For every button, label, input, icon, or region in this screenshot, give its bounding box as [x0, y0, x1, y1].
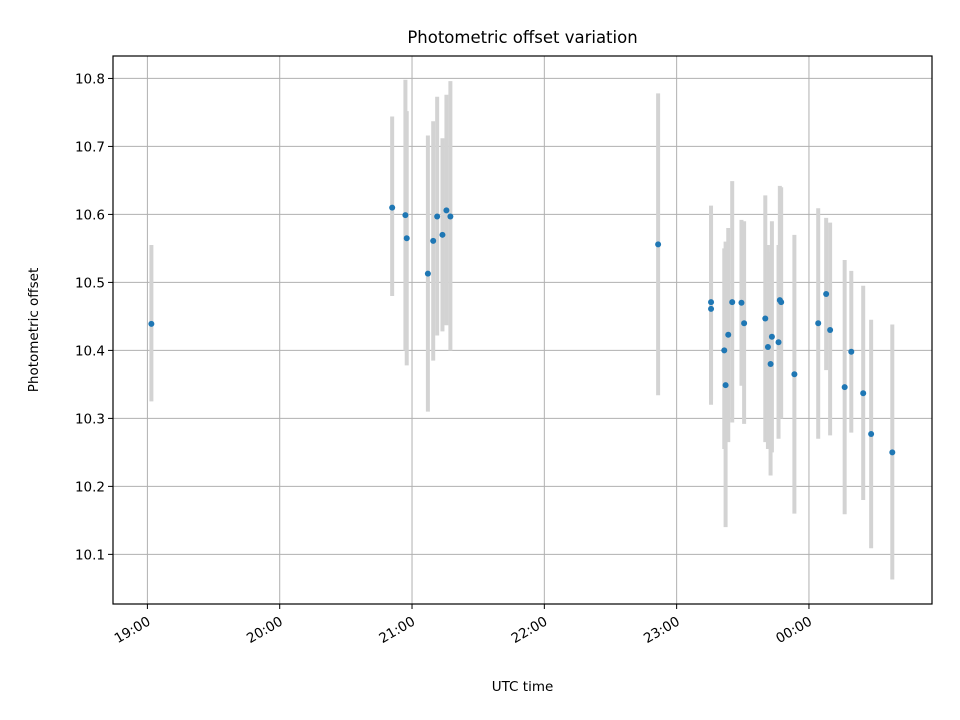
- data-point: [889, 449, 896, 456]
- y-tick-label: 10.8: [75, 71, 105, 87]
- data-point: [768, 333, 775, 340]
- data-point: [655, 241, 662, 248]
- data-point: [722, 382, 729, 389]
- data-point: [778, 299, 785, 306]
- y-axis-ticks: 10.1 10.2 10.3 10.4 10.5 10.6 10.7 10.8: [75, 71, 113, 563]
- data-point: [434, 213, 441, 220]
- data-point: [823, 290, 830, 297]
- data-point: [767, 360, 774, 367]
- data-point: [725, 331, 732, 338]
- data-point: [439, 231, 446, 238]
- data-point: [827, 327, 834, 333]
- data-point: [815, 320, 822, 327]
- data-point: [708, 299, 715, 306]
- data-point: [868, 431, 875, 438]
- data-point: [764, 343, 771, 350]
- y-tick-label: 10.5: [75, 275, 105, 291]
- data-point: [741, 320, 748, 327]
- data-point: [721, 347, 728, 354]
- data-point: [738, 299, 745, 306]
- data-point: [430, 237, 437, 244]
- y-tick-label: 10.7: [75, 139, 105, 155]
- y-axis-label: Photometric offset: [26, 268, 42, 392]
- chart-title: Photometric offset variation: [407, 28, 637, 47]
- data-point: [841, 384, 848, 391]
- data-point: [791, 371, 798, 378]
- data-point: [424, 270, 431, 277]
- data-point: [729, 299, 736, 306]
- data-point: [860, 390, 867, 397]
- y-tick-label: 10.4: [75, 343, 105, 359]
- y-tick-label: 10.6: [75, 207, 105, 223]
- data-point: [775, 339, 782, 346]
- y-tick-label: 10.1: [75, 547, 105, 563]
- data-point: [762, 315, 769, 322]
- data-point: [708, 305, 715, 312]
- data-point: [447, 213, 454, 220]
- data-point: [848, 348, 855, 355]
- y-tick-label: 10.2: [75, 479, 105, 495]
- data-point: [443, 207, 450, 214]
- grid: [113, 56, 932, 604]
- data-point: [402, 212, 409, 219]
- data-point: [389, 204, 396, 211]
- y-tick-label: 10.3: [75, 411, 105, 427]
- plot-frame: [112, 55, 933, 605]
- data-point: [403, 235, 410, 242]
- x-axis-label: UTC time: [492, 679, 554, 695]
- data-point: [148, 320, 155, 327]
- data-points: [148, 204, 896, 456]
